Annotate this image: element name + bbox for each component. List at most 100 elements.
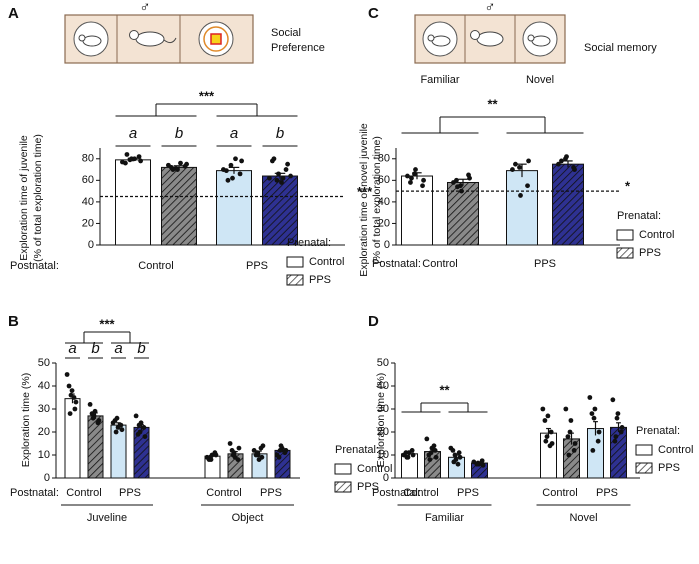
data-point: [233, 156, 238, 162]
legend-label: PPS: [309, 274, 331, 286]
legend-title: Prenatal:: [636, 425, 680, 437]
data-point: [479, 458, 485, 464]
data-point: [69, 388, 75, 393]
data-point: [451, 459, 457, 465]
bar: [161, 166, 197, 246]
data-point: [138, 158, 144, 164]
data-point: [280, 175, 286, 181]
data-point: [175, 167, 180, 172]
diagram-title: Preference: [271, 42, 325, 54]
data-point: [542, 418, 548, 423]
data-point: [72, 406, 78, 412]
bar: [115, 159, 151, 246]
data-point: [64, 372, 70, 377]
data-point: [136, 422, 142, 428]
legend-title: Prenatal:: [335, 444, 379, 456]
data-point: [589, 411, 595, 416]
significance-label: ***: [199, 88, 215, 103]
data-point: [517, 165, 522, 170]
data-point: [279, 180, 284, 185]
x-row-label: Postnatal:: [10, 487, 59, 499]
data-point: [206, 457, 212, 462]
group-label: Object: [232, 512, 264, 524]
data-point: [547, 443, 553, 449]
y-tick-label: 50: [38, 357, 50, 369]
y-tick-label: 40: [378, 196, 390, 208]
data-point: [565, 434, 571, 439]
legend-swatch: [286, 274, 304, 286]
data-point: [455, 461, 461, 467]
data-point: [613, 434, 619, 439]
y-tick-label: 40: [377, 380, 389, 392]
data-point: [548, 429, 554, 435]
legend-swatch: [334, 481, 352, 493]
data-point: [421, 177, 426, 183]
data-point: [132, 156, 137, 162]
data-point: [619, 425, 625, 430]
bar: [587, 428, 604, 479]
x-tick-label: Control: [542, 487, 577, 499]
legend-swatch: [635, 462, 653, 474]
legend-title: Prenatal:: [287, 237, 331, 249]
data-point: [474, 461, 480, 467]
data-point: [113, 429, 119, 435]
mouse-icon: [78, 34, 86, 42]
y-tick-label: 40: [38, 380, 50, 392]
data-point: [141, 425, 147, 430]
x-tick-label: PPS: [246, 260, 268, 272]
data-point: [432, 448, 438, 453]
data-point: [170, 167, 176, 172]
data-point: [282, 450, 288, 456]
data-point: [229, 448, 235, 453]
data-point: [426, 452, 432, 458]
mouse-icon: [470, 30, 480, 40]
y-tick-label: 20: [82, 217, 94, 229]
y-tick-label: 30: [38, 403, 50, 415]
group-letter: a: [230, 125, 238, 142]
group-letter: b: [175, 125, 183, 142]
legend-label: Control: [658, 444, 693, 456]
mouse-icon: [431, 35, 451, 47]
significance-label: ***: [99, 316, 115, 331]
x-row-label: Postnatal:: [372, 487, 421, 499]
data-point: [228, 162, 234, 168]
object-ring: [203, 26, 229, 52]
data-point: [591, 415, 597, 421]
data-point: [454, 177, 459, 183]
y-tick-label: 60: [82, 174, 94, 186]
y-tick-label: 80: [378, 153, 390, 165]
data-point: [135, 431, 141, 437]
object: [210, 33, 222, 45]
data-point: [409, 175, 414, 181]
data-point: [184, 161, 190, 167]
mouse-icon: [476, 31, 504, 47]
data-point: [572, 167, 577, 172]
data-point: [618, 429, 624, 435]
data-point: [119, 427, 125, 433]
data-point: [276, 454, 282, 460]
diagram-title: Social memory: [584, 42, 657, 54]
data-point: [288, 173, 293, 179]
data-point: [610, 397, 616, 403]
reference-label: *: [625, 179, 631, 194]
data-point: [571, 448, 577, 453]
y-axis-label: Exploration time (%): [20, 373, 32, 468]
y-axis-label: Exploration time (%): [375, 373, 387, 468]
mouse-icon: [527, 34, 535, 42]
male-symbol: ♂: [484, 0, 495, 16]
y-tick-label: 40: [82, 196, 94, 208]
mouse-icon: [135, 31, 165, 47]
data-point: [285, 161, 290, 167]
data-point: [230, 452, 236, 458]
data-point: [590, 448, 596, 453]
y-tick-label: 0: [384, 239, 390, 251]
data-point: [133, 413, 139, 419]
mouse-tail: [163, 37, 177, 44]
diagram-label: Familiar: [420, 74, 459, 86]
x-tick-label: PPS: [457, 487, 479, 499]
x-row-label: Postnatal:: [372, 258, 421, 270]
x-tick-label: Control: [138, 260, 173, 272]
group-label: Familiar: [425, 512, 464, 524]
data-point: [73, 399, 79, 405]
